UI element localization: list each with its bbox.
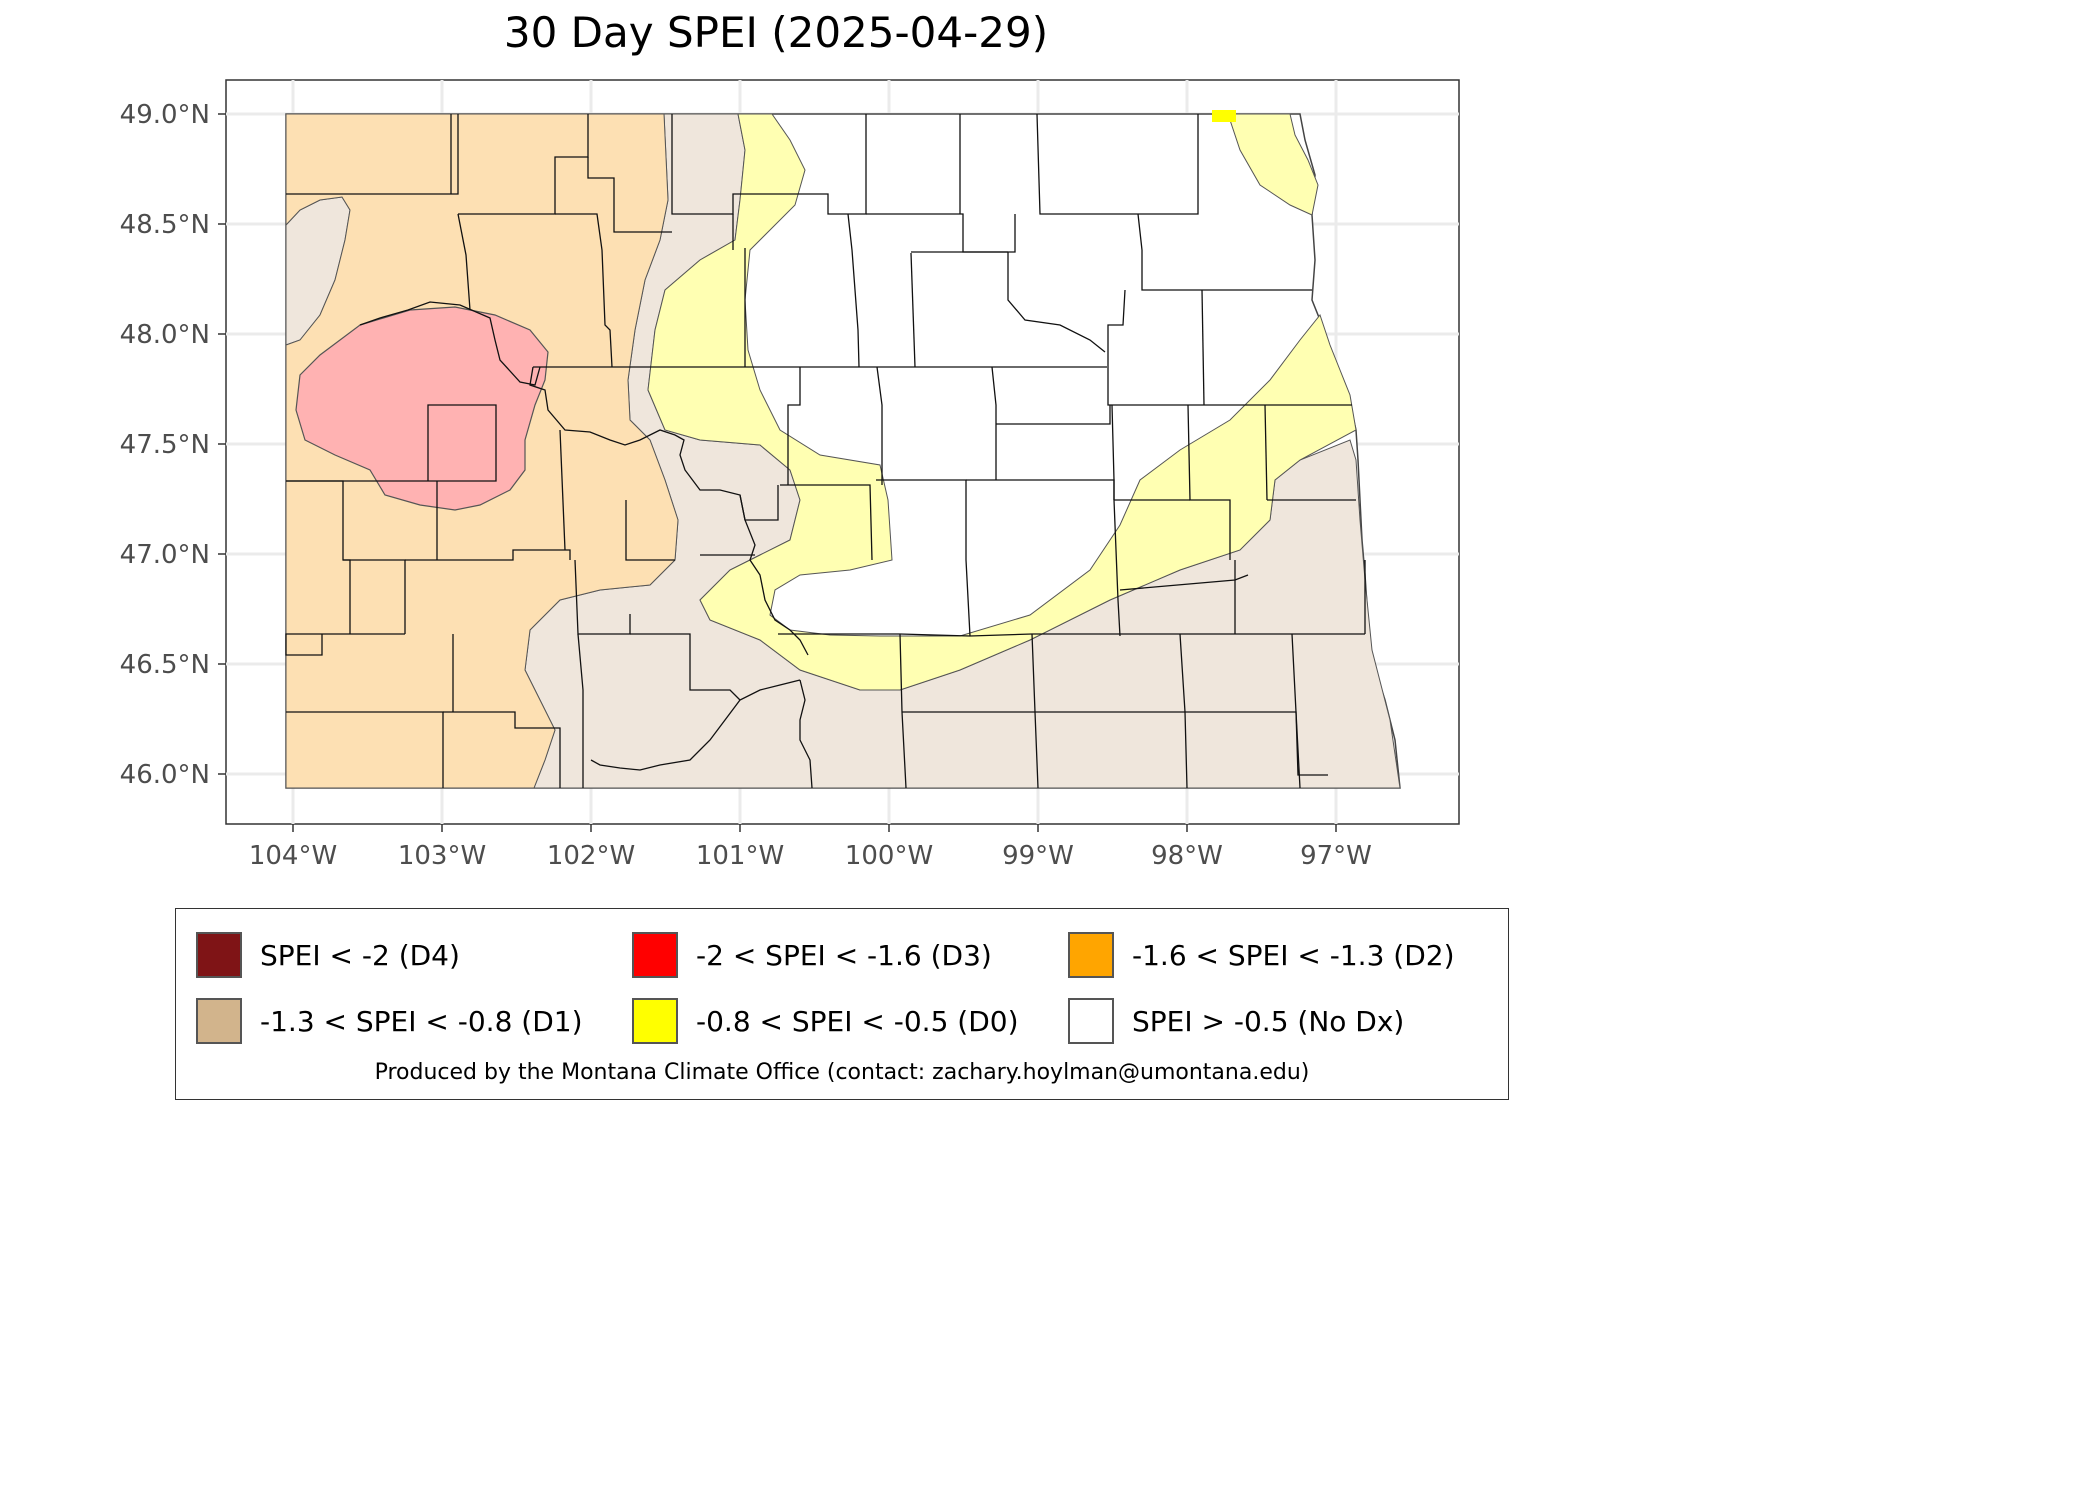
credit-text: Produced by the Montana Climate Office (… [374, 1060, 1310, 1085]
legend-label-d0: -0.8 < SPEI < -0.5 (D0) [696, 1004, 1019, 1038]
legend-item-d0: -0.8 < SPEI < -0.5 (D0) [632, 994, 1019, 1048]
legend: SPEI < -2 (D4) -2 < SPEI < -1.6 (D3) -1.… [175, 908, 1509, 1100]
legend-swatch-d0 [632, 998, 678, 1044]
axis-labels: 49.0°N 48.5°N 48.0°N 47.5°N 47.0°N 46.5°… [120, 100, 1372, 871]
y-tick-label: 46.5°N [120, 650, 210, 680]
county-lines [285, 113, 1366, 789]
y-tick-label: 47.5°N [120, 430, 210, 460]
d0-region-ne [1227, 113, 1319, 216]
legend-label-d1: -1.3 < SPEI < -0.8 (D1) [260, 1004, 583, 1038]
legend-swatch-none [1068, 998, 1114, 1044]
x-tick-label: 101°W [696, 841, 784, 871]
legend-label-d4: SPEI < -2 (D4) [260, 938, 460, 972]
legend-item-d4: SPEI < -2 (D4) [196, 928, 460, 982]
x-tick-label: 98°W [1151, 841, 1223, 871]
legend-item-none: SPEI > -0.5 (No Dx) [1068, 994, 1404, 1048]
legend-item-d1: -1.3 < SPEI < -0.8 (D1) [196, 994, 583, 1048]
y-tick-label: 47.0°N [120, 540, 210, 570]
x-tick-label: 103°W [398, 841, 486, 871]
x-tick-label: 97°W [1300, 841, 1372, 871]
legend-label-d3: -2 < SPEI < -1.6 (D3) [696, 938, 992, 972]
d0-patch [1212, 110, 1236, 122]
y-tick-label: 48.0°N [120, 320, 210, 350]
x-tick-label: 102°W [547, 841, 635, 871]
legend-swatch-d2 [1068, 932, 1114, 978]
x-tick-label: 104°W [249, 841, 337, 871]
y-axis-ticks: 49.0°N 48.5°N 48.0°N 47.5°N 47.0°N 46.5°… [120, 100, 226, 790]
legend-swatch-d3 [632, 932, 678, 978]
y-tick-label: 46.0°N [120, 760, 210, 790]
y-tick-label: 49.0°N [120, 100, 210, 130]
map-title: 30 Day SPEI (2025-04-29) [503, 8, 1049, 57]
legend-item-d2: -1.6 < SPEI < -1.3 (D2) [1068, 928, 1455, 982]
legend-label-d2: -1.6 < SPEI < -1.3 (D2) [1132, 938, 1455, 972]
x-axis-ticks: 104°W 103°W 102°W 101°W 100°W 99°W 98°W … [249, 824, 1372, 871]
map-plot [225, 79, 1460, 825]
legend-label-none: SPEI > -0.5 (No Dx) [1132, 1004, 1405, 1038]
x-tick-label: 99°W [1002, 841, 1074, 871]
y-tick-label: 48.5°N [120, 210, 210, 240]
legend-swatch-d1 [196, 998, 242, 1044]
d3-region [295, 306, 549, 511]
d0-region-west [647, 113, 1357, 691]
legend-swatch-d4 [196, 932, 242, 978]
x-tick-label: 100°W [845, 841, 933, 871]
legend-item-d3: -2 < SPEI < -1.6 (D3) [632, 928, 992, 982]
